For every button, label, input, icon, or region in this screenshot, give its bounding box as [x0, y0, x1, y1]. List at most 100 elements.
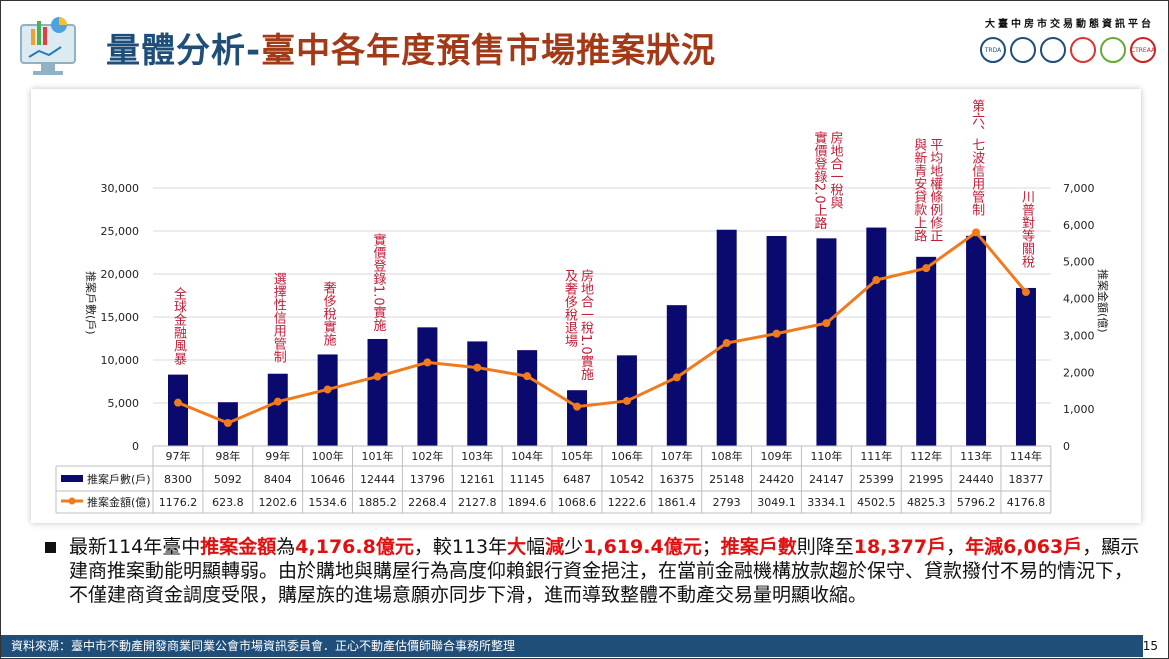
- y-tick-right: 5,000: [1063, 256, 1095, 269]
- x-tick-label: 111年: [860, 449, 892, 463]
- table-cell-amount: 2793: [713, 496, 741, 509]
- x-tick-label: 100年: [312, 449, 344, 463]
- event-annotation: 房地合一稅1.0實施 及奢侈稅退場: [562, 269, 594, 381]
- trda-logo: TRDA: [980, 37, 1006, 63]
- y-tick-left: 30,000: [101, 182, 140, 195]
- x-tick-label: 106年: [611, 449, 643, 463]
- line-point: [473, 363, 482, 372]
- legend-bar-swatch: [61, 475, 83, 482]
- highlight-text: 4,176.8億元: [295, 536, 414, 558]
- legend-line-marker: [68, 497, 76, 505]
- event-annotation: 選擇性信用管制: [270, 272, 286, 363]
- highlight-text: 大: [507, 536, 527, 558]
- x-tick-label: 105年: [561, 449, 593, 463]
- bar: [417, 327, 438, 446]
- body-text: ，顯示建商推案動能明顯轉弱。由於購地與購屋行為高度仰賴銀行資金挹注，在當前金融機…: [69, 536, 1140, 606]
- table-cell-units: 10646: [310, 473, 345, 486]
- table-cell-units: 12444: [360, 473, 395, 486]
- table-cell-amount: 3049.1: [757, 496, 796, 509]
- bar: [317, 354, 338, 446]
- line-point: [273, 397, 282, 406]
- table-cell-units: 5092: [214, 473, 242, 486]
- body-text: ，較113年: [413, 536, 508, 558]
- y-tick-right: 7,000: [1063, 182, 1095, 195]
- table-cell-amount: 1202.6: [259, 496, 298, 509]
- line-point: [722, 339, 731, 348]
- line-point: [373, 372, 382, 381]
- y-tick-left: 25,000: [101, 225, 140, 238]
- x-tick-label: 112年: [910, 449, 942, 463]
- bar: [367, 338, 388, 446]
- table-cell-units: 21995: [909, 473, 944, 486]
- body-text: ；: [701, 536, 721, 558]
- bar: [716, 229, 737, 446]
- bar: [866, 227, 887, 446]
- association-logo: [1040, 37, 1066, 63]
- y-tick-left: 10,000: [101, 354, 140, 367]
- x-tick-label: 109年: [761, 449, 793, 463]
- event-annotation: 奢侈稅實施: [320, 281, 336, 346]
- event-annotation: 川普對等關稅: [1018, 190, 1034, 268]
- line-point: [972, 228, 981, 237]
- line-point: [622, 396, 631, 405]
- bar: [966, 235, 987, 446]
- bar: [517, 350, 538, 446]
- highlight-text: 年減6,063戶: [965, 536, 1083, 558]
- table-cell-units: 12161: [460, 473, 495, 486]
- table-cell-amount: 4176.8: [1007, 496, 1046, 509]
- x-tick-label: 104年: [511, 449, 543, 463]
- line-point: [1021, 288, 1030, 297]
- table-cell-units: 8404: [264, 473, 292, 486]
- table-cell-amount: 4502.5: [857, 496, 896, 509]
- y-tick-right: 6,000: [1063, 219, 1095, 232]
- table-cell-units: 6487: [563, 473, 591, 486]
- y-tick-right: 0: [1063, 440, 1070, 453]
- bar: [467, 341, 488, 446]
- y-tick-left: 0: [132, 440, 139, 453]
- line-point: [822, 319, 831, 328]
- table-cell-amount: 1222.6: [608, 496, 647, 509]
- table-cell-units: 16375: [659, 473, 694, 486]
- body-text: 為: [276, 536, 296, 558]
- x-tick-label: 107年: [661, 449, 693, 463]
- line-point: [523, 372, 532, 381]
- highlight-text: 18,377戶: [853, 536, 947, 558]
- page-number: 15: [1142, 639, 1158, 653]
- bar: [567, 390, 588, 446]
- table-cell-units: 24147: [809, 473, 844, 486]
- body-text: 幅: [526, 536, 546, 558]
- y-tick-right: 1,000: [1063, 403, 1095, 416]
- table-cell-amount: 4825.3: [907, 496, 946, 509]
- house-logo: [1010, 37, 1036, 63]
- y-axis-label-left: 推案戶數(戶): [84, 271, 98, 335]
- bar: [816, 238, 837, 446]
- table-cell-units: 18377: [1008, 473, 1043, 486]
- table-cell-amount: 2127.8: [458, 496, 497, 509]
- table-cell-units: 25399: [859, 473, 894, 486]
- body-text: 最新114年臺中: [69, 536, 201, 558]
- x-tick-label: 113年: [960, 449, 992, 463]
- y-tick-left: 20,000: [101, 268, 140, 281]
- bar: [916, 256, 937, 446]
- bar: [267, 373, 288, 446]
- event-annotation: 平均地權條例修正 與新青安貸款上路: [911, 138, 943, 242]
- line-point: [573, 402, 582, 411]
- body-text: 少: [564, 536, 584, 558]
- partner-logos: TRDA CTREAA: [980, 37, 1156, 63]
- highlight-text: 推案戶數: [720, 536, 797, 558]
- line-point: [323, 385, 332, 394]
- table-cell-amount: 1534.6: [308, 496, 347, 509]
- x-tick-label: 108年: [711, 449, 743, 463]
- line-point: [174, 398, 182, 407]
- line-point: [872, 276, 881, 285]
- summary-paragraph: 最新114年臺中推案金額為4,176.8億元，較113年大幅減少1,619.4億…: [45, 535, 1145, 607]
- x-tick-label: 99年: [265, 449, 290, 463]
- table-cell-units: 24440: [959, 473, 994, 486]
- y-tick-left: 15,000: [101, 311, 140, 324]
- title-topic: 臺中各年度預售市場推案狀況: [261, 31, 717, 71]
- highlight-text: 推案金額: [200, 536, 277, 558]
- table-cell-amount: 2268.4: [408, 496, 447, 509]
- event-annotation: 全球金融風暴: [171, 287, 186, 365]
- table-cell-amount: 623.8: [212, 496, 244, 509]
- chart-panel: [31, 89, 1141, 523]
